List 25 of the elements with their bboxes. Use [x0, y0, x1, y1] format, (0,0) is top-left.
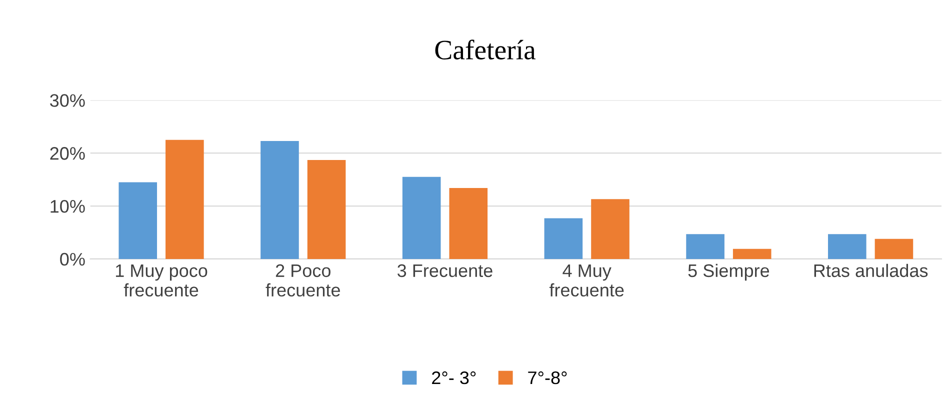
- legend-label: 7°-8°: [528, 371, 567, 384]
- x-tick-label: 1 Muy poco frecuente: [116, 264, 208, 297]
- y-tick-label: 0%: [60, 252, 85, 266]
- y-tick-label: 20%: [50, 147, 85, 160]
- bar: [260, 140, 299, 259]
- bar: [591, 199, 630, 259]
- bar: [544, 218, 583, 259]
- bar: [874, 238, 914, 259]
- bar: [449, 188, 488, 259]
- bar: [732, 248, 772, 259]
- x-tick-label: 4 Muy frecuente: [549, 264, 624, 297]
- x-tick-label: Rtas anuladas: [814, 264, 928, 278]
- y-tick-label: 10%: [50, 200, 85, 213]
- x-tick-label: 3 Frecuente: [398, 264, 492, 278]
- x-tick-label: 2 Poco frecuente: [266, 264, 340, 297]
- bar: [307, 160, 346, 259]
- bar: [166, 140, 204, 259]
- x-tick-label: 5 Siempre: [688, 264, 770, 281]
- legend-label: 2°- 3°: [432, 371, 476, 384]
- chart-title: Cafetería: [435, 40, 536, 60]
- bar: [402, 176, 441, 259]
- y-tick-label: 30%: [50, 94, 85, 107]
- bar: [828, 234, 866, 259]
- bar: [118, 182, 158, 259]
- bar: [686, 234, 724, 259]
